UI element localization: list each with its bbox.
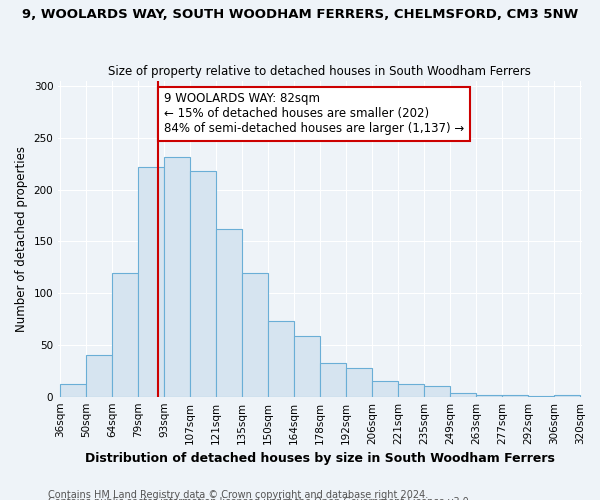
Text: 9, WOOLARDS WAY, SOUTH WOODHAM FERRERS, CHELMSFORD, CM3 5NW: 9, WOOLARDS WAY, SOUTH WOODHAM FERRERS, …	[22, 8, 578, 20]
Bar	[398, 384, 424, 396]
Text: Contains HM Land Registry data © Crown copyright and database right 2024.: Contains HM Land Registry data © Crown c…	[48, 490, 428, 500]
Bar	[294, 336, 320, 396]
Text: 9 WOOLARDS WAY: 82sqm
← 15% of detached houses are smaller (202)
84% of semi-det: 9 WOOLARDS WAY: 82sqm ← 15% of detached …	[164, 92, 464, 136]
Bar	[242, 272, 268, 396]
Y-axis label: Number of detached properties: Number of detached properties	[15, 146, 28, 332]
X-axis label: Distribution of detached houses by size in South Woodham Ferrers: Distribution of detached houses by size …	[85, 452, 555, 465]
Bar	[476, 394, 502, 396]
Bar	[346, 368, 372, 396]
Text: Contains public sector information licensed under the Open Government Licence v3: Contains public sector information licen…	[48, 497, 472, 500]
Bar	[190, 171, 216, 396]
Title: Size of property relative to detached houses in South Woodham Ferrers: Size of property relative to detached ho…	[109, 66, 532, 78]
Bar	[86, 356, 112, 397]
Bar	[60, 384, 86, 396]
Bar	[164, 156, 190, 396]
Bar	[450, 392, 476, 396]
Bar	[268, 321, 294, 396]
Bar	[216, 229, 242, 396]
Bar	[502, 394, 528, 396]
Bar	[424, 386, 450, 396]
Bar	[112, 272, 138, 396]
Bar	[138, 167, 164, 396]
Bar	[554, 394, 580, 396]
Bar	[372, 381, 398, 396]
Bar	[320, 362, 346, 396]
